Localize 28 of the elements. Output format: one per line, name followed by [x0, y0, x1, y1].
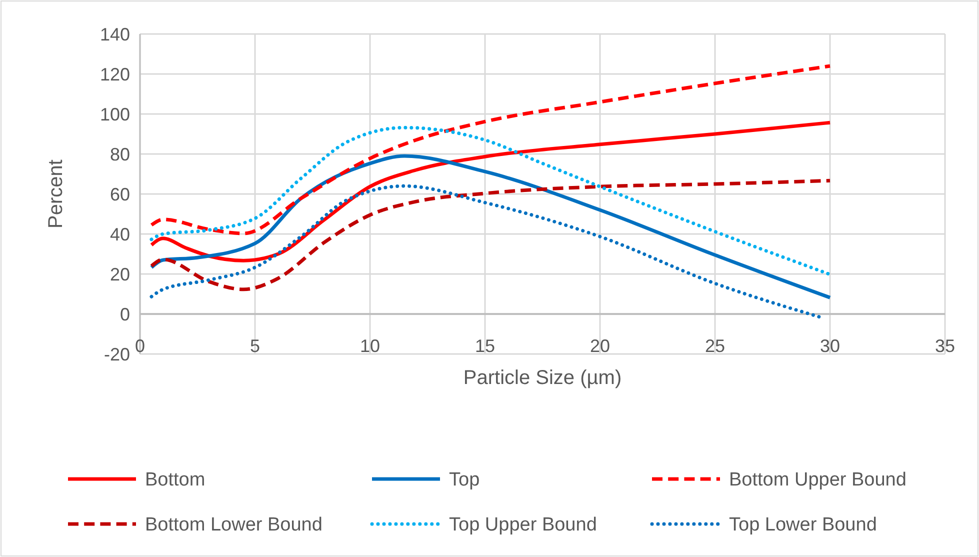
x-tick-label: 10 — [360, 336, 380, 356]
line-series — [150, 178, 832, 292]
y-axis-title: Percent — [45, 159, 67, 228]
y-tick-label: 100 — [100, 104, 130, 124]
y-tick-label: 60 — [110, 184, 130, 204]
y-tick-label: 20 — [110, 264, 130, 284]
line-series — [150, 154, 832, 300]
y-tick-label: 0 — [120, 304, 130, 324]
x-tick-label: 20 — [590, 336, 610, 356]
legend-label: Top — [449, 470, 480, 491]
legend-label: Bottom Lower Bound — [145, 514, 322, 536]
y-tick-label: -20 — [104, 344, 130, 364]
x-tick-label: 35 — [934, 336, 956, 356]
y-tick-label: 40 — [110, 224, 130, 244]
legend-label: Bottom Upper Bound — [729, 470, 906, 491]
x-tick-label: 0 — [134, 336, 146, 356]
y-tick-label: 80 — [110, 144, 130, 164]
y-tick-label: 140 — [100, 24, 130, 44]
x-axis-title: Particle Size (µm) — [463, 367, 622, 389]
legend-label: Bottom — [145, 470, 206, 491]
line-series — [150, 64, 832, 236]
x-tick-label: 25 — [704, 336, 726, 356]
legend-label: Top Lower Bound — [729, 514, 877, 536]
legend-label: Top Upper Bound — [449, 514, 597, 536]
x-tick-label: 30 — [820, 336, 840, 356]
x-tick-label: 15 — [474, 336, 496, 356]
x-tick-label: 5 — [250, 336, 260, 356]
y-tick-label: 120 — [100, 64, 130, 84]
